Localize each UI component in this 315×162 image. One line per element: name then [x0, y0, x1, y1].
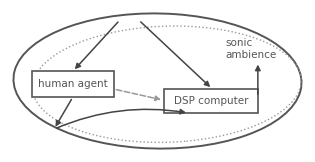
Text: human agent: human agent	[38, 79, 108, 89]
FancyBboxPatch shape	[32, 71, 114, 97]
Text: sonic
ambience: sonic ambience	[225, 38, 276, 60]
FancyBboxPatch shape	[164, 89, 258, 113]
Text: DSP computer: DSP computer	[174, 96, 248, 106]
